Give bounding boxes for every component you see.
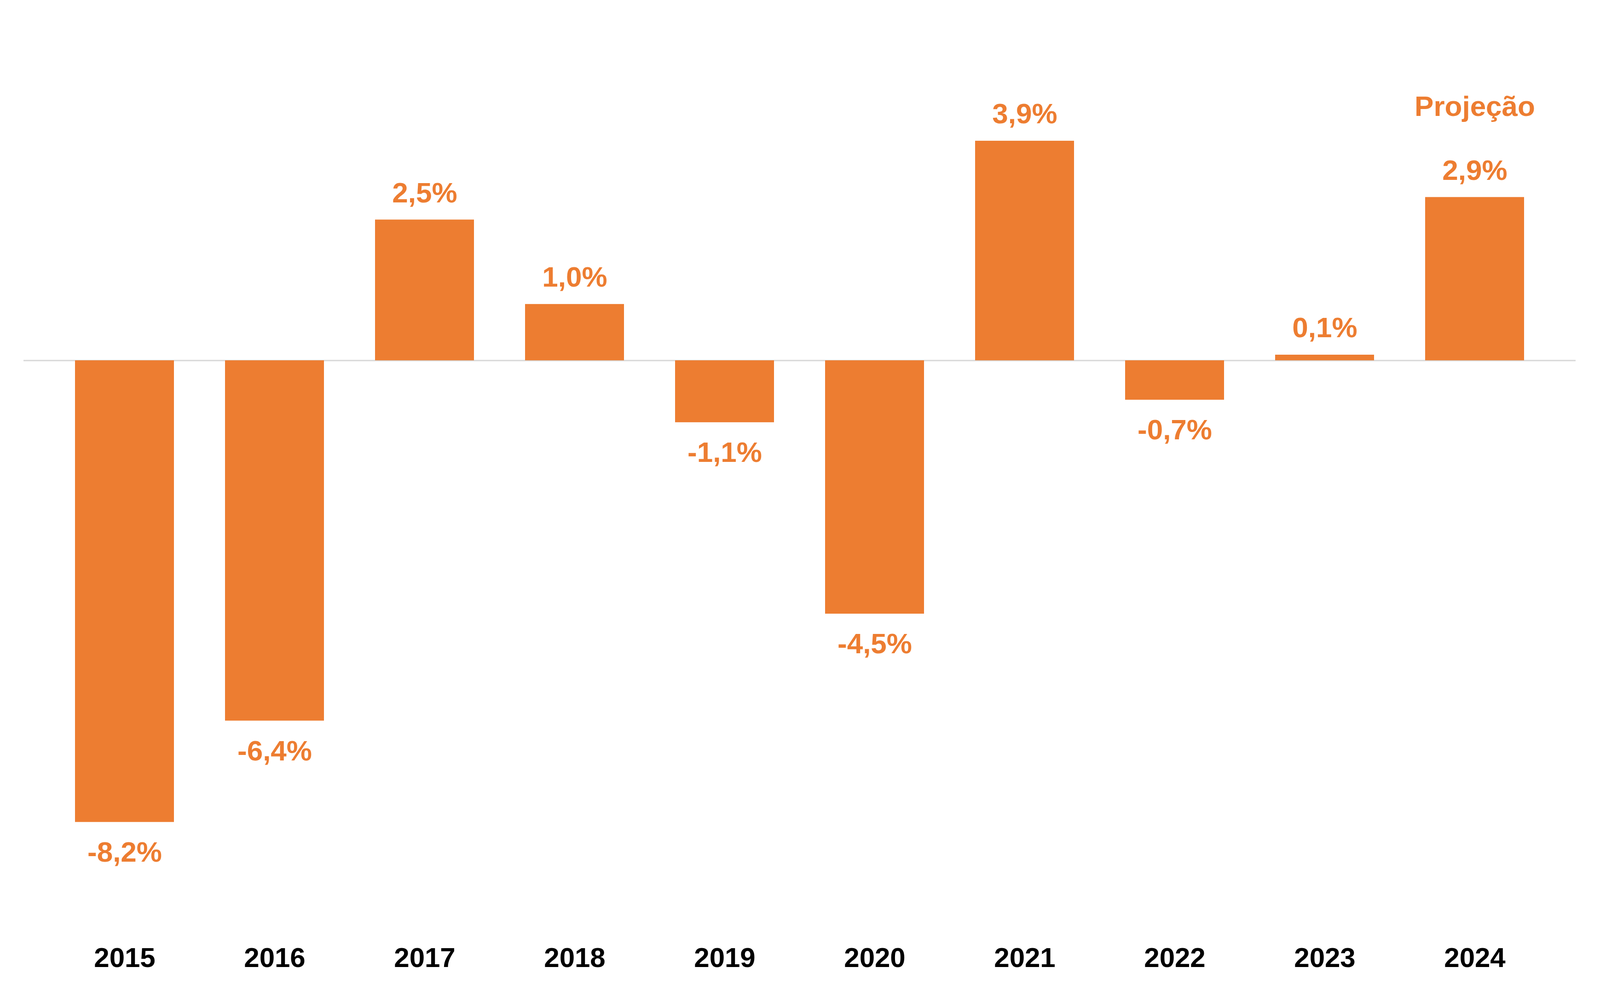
svg-text:2022: 2022 bbox=[1143, 942, 1206, 974]
svg-text:2015: 2015 bbox=[93, 942, 156, 974]
svg-text:2,9%: 2,9% bbox=[1442, 154, 1508, 186]
svg-text:2016: 2016 bbox=[243, 942, 306, 974]
svg-text:2,5%: 2,5% bbox=[392, 176, 457, 209]
svg-text:2024: 2024 bbox=[1444, 942, 1506, 974]
svg-text:-1,1%: -1,1% bbox=[687, 436, 763, 468]
svg-text:2021: 2021 bbox=[993, 942, 1056, 974]
svg-text:2018: 2018 bbox=[543, 942, 606, 974]
svg-text:-0,7%: -0,7% bbox=[1137, 413, 1213, 446]
svg-text:-4,5%: -4,5% bbox=[837, 627, 913, 660]
svg-text:2023: 2023 bbox=[1293, 942, 1356, 974]
svg-text:-8,2%: -8,2% bbox=[87, 836, 162, 868]
svg-text:2017: 2017 bbox=[393, 942, 456, 974]
svg-text:3,9%: 3,9% bbox=[992, 97, 1058, 130]
svg-text:-6,4%: -6,4% bbox=[237, 734, 312, 767]
svg-text:2019: 2019 bbox=[693, 942, 756, 974]
svg-text:2020: 2020 bbox=[843, 942, 906, 974]
svg-text:1,0%: 1,0% bbox=[542, 260, 607, 293]
svg-text:0,1%: 0,1% bbox=[1292, 311, 1358, 344]
svg-text:Projeção: Projeção bbox=[1414, 90, 1536, 122]
